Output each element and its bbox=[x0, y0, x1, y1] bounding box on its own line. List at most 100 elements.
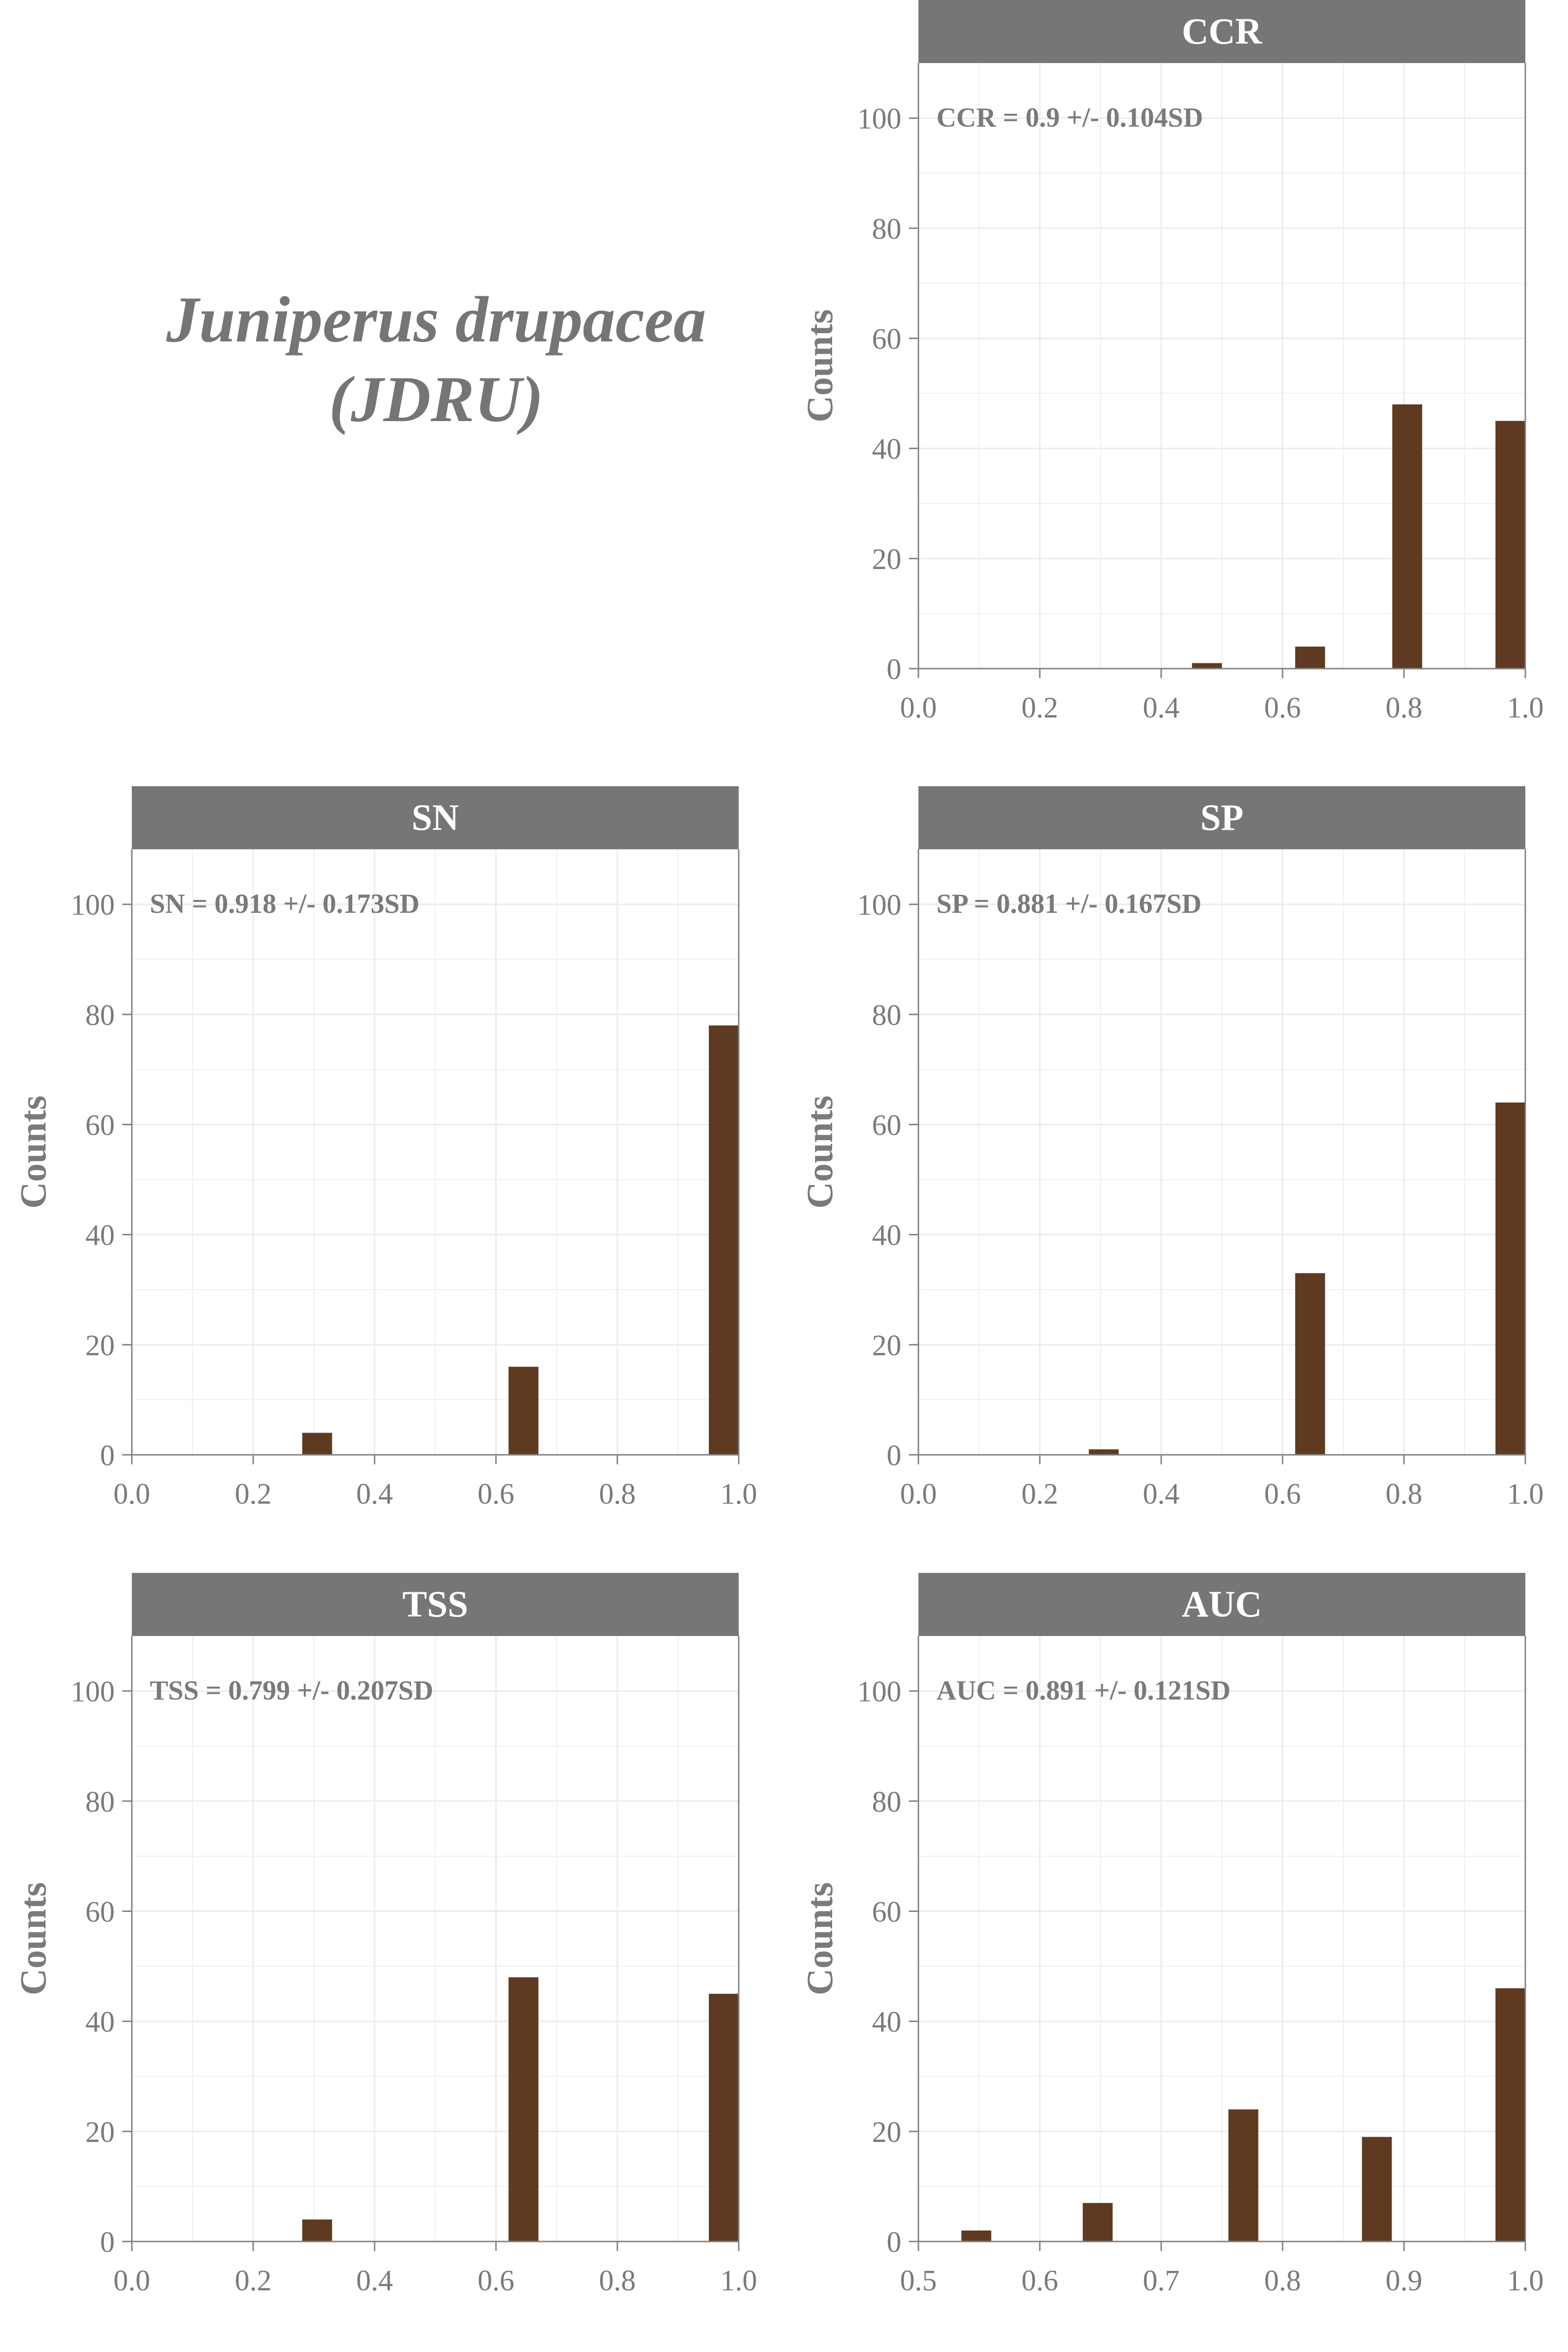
y-tick-label: 100 bbox=[71, 889, 115, 921]
y-tick-label: 80 bbox=[872, 213, 901, 245]
panel-sn: SN 0 20 40 60 80 100 0.0 0.2 0.4 0.6 0.8 1.0 Counts SN… bbox=[12, 786, 757, 1510]
panel-sp: SP 0 20 40 60 80 100 0.0 0.2 0.4 0.6 0.8 1.0 Counts SP… bbox=[799, 786, 1544, 1510]
bars bbox=[1089, 1102, 1525, 1455]
panel-auc: AUC 0 20 40 60 80 100 0.5 0.6 0.7 0.8 0.9 1.0 Counts A… bbox=[799, 1573, 1544, 2297]
x-tick-label: 1.0 bbox=[1507, 1478, 1544, 1510]
y-tick-label: 0 bbox=[887, 1440, 901, 1472]
y-tick-label: 80 bbox=[85, 999, 115, 1031]
bar bbox=[1192, 663, 1222, 669]
y-tick-label: 60 bbox=[85, 1896, 115, 1928]
species-code: (JDRU) bbox=[329, 363, 544, 435]
x-tick-label: 0.9 bbox=[1385, 2265, 1422, 2297]
stats-annotation: AUC = 0.891 +/- 0.121SD bbox=[936, 1675, 1230, 1706]
bar bbox=[1089, 1449, 1119, 1455]
panel-ccr: CCR 0 20 40 60 80 100 0.0 0.2 0.4 0.6 0.8 1.0 Counts C… bbox=[799, 0, 1544, 724]
bar bbox=[302, 2219, 332, 2242]
y-tick-label: 0 bbox=[887, 2226, 901, 2259]
y-tick-label: 100 bbox=[857, 889, 901, 921]
x-tick-label: 0.6 bbox=[1264, 1478, 1301, 1510]
y-tick-label: 40 bbox=[872, 433, 901, 466]
bar bbox=[1495, 421, 1525, 669]
x-tick-label: 0.2 bbox=[1021, 1478, 1058, 1510]
y-tick-label: 20 bbox=[872, 1330, 901, 1362]
bar bbox=[961, 2230, 991, 2242]
x-tick-label: 0.6 bbox=[1264, 692, 1301, 724]
y-tick-label: 40 bbox=[872, 1220, 901, 1252]
y-tick-label: 40 bbox=[85, 2006, 115, 2039]
x-tick-label: 0.6 bbox=[477, 1478, 514, 1510]
bar bbox=[508, 1367, 539, 1455]
x-tick-label: 0.6 bbox=[477, 2265, 514, 2297]
x-tick-label: 0.4 bbox=[356, 1478, 393, 1510]
x-tick-label: 0.8 bbox=[1264, 2265, 1301, 2297]
y-tick-label: 40 bbox=[872, 2006, 901, 2039]
x-tick-label: 0.6 bbox=[1021, 2265, 1058, 2297]
species-name: Juniperus drupacea bbox=[166, 283, 706, 356]
x-tick-label: 0.2 bbox=[235, 1478, 272, 1510]
y-tick-label: 60 bbox=[85, 1109, 115, 1141]
bar bbox=[1362, 2137, 1392, 2242]
bar bbox=[302, 1433, 332, 1455]
strip-header bbox=[918, 0, 1525, 63]
strip-title: AUC bbox=[1182, 1583, 1262, 1625]
x-tick-label: 0.4 bbox=[356, 2265, 393, 2297]
x-tick-label: 1.0 bbox=[1507, 692, 1544, 724]
bars bbox=[961, 1988, 1525, 2242]
y-axis-title: Counts bbox=[799, 309, 840, 422]
y-tick-label: 0 bbox=[100, 2226, 115, 2259]
x-tick-label: 1.0 bbox=[720, 1478, 757, 1510]
strip-header bbox=[918, 1573, 1525, 1636]
stats-annotation: SP = 0.881 +/- 0.167SD bbox=[936, 888, 1201, 919]
y-tick-label: 20 bbox=[872, 2116, 901, 2149]
gridlines bbox=[917, 849, 1526, 1456]
y-tick-label: 60 bbox=[872, 1896, 901, 1928]
bars bbox=[302, 1025, 739, 1455]
strip-title: CCR bbox=[1182, 10, 1263, 52]
stats-annotation: SN = 0.918 +/- 0.173SD bbox=[150, 888, 420, 919]
x-tick-label: 1.0 bbox=[1507, 2265, 1544, 2297]
y-tick-label: 80 bbox=[872, 1786, 901, 1818]
y-tick-label: 100 bbox=[857, 103, 901, 135]
x-tick-label: 0.7 bbox=[1143, 2265, 1180, 2297]
bar bbox=[1295, 646, 1325, 669]
x-tick-label: 0.8 bbox=[1385, 1478, 1422, 1510]
y-tick-label: 20 bbox=[872, 543, 901, 576]
bar bbox=[1228, 2109, 1258, 2242]
x-tick-label: 0.8 bbox=[599, 2265, 636, 2297]
y-tick-label: 60 bbox=[872, 1109, 901, 1141]
x-tick-label: 0.0 bbox=[113, 2265, 150, 2297]
x-tick-label: 0.0 bbox=[113, 1478, 150, 1510]
species-title: Juniperus drupacea (JDRU) bbox=[57, 280, 816, 439]
y-axis-title: Counts bbox=[12, 1882, 54, 1995]
x-tick-label: 0.0 bbox=[900, 692, 937, 724]
x-tick-label: 0.5 bbox=[900, 2265, 937, 2297]
strip-title: TSS bbox=[403, 1583, 468, 1625]
y-tick-label: 80 bbox=[85, 1786, 115, 1818]
gridlines bbox=[917, 63, 1526, 670]
x-tick-label: 0.2 bbox=[1021, 692, 1058, 724]
bars bbox=[1192, 404, 1525, 669]
x-tick-label: 1.0 bbox=[720, 2265, 757, 2297]
bars bbox=[302, 1977, 739, 2242]
y-tick-label: 0 bbox=[100, 1440, 115, 1472]
bar bbox=[508, 1977, 539, 2242]
bar bbox=[709, 1994, 739, 2242]
bar bbox=[1495, 1988, 1525, 2242]
y-tick-label: 20 bbox=[85, 2116, 115, 2149]
bar bbox=[1295, 1273, 1325, 1455]
y-tick-label: 60 bbox=[872, 323, 901, 355]
strip-title: SP bbox=[1200, 797, 1243, 838]
y-tick-label: 100 bbox=[857, 1676, 901, 1708]
x-tick-label: 0.8 bbox=[1385, 692, 1422, 724]
panel-tss: TSS 0 20 40 60 80 100 0.0 0.2 0.4 0.6 0.8 1.0 Counts T… bbox=[12, 1573, 757, 2297]
y-tick-label: 0 bbox=[887, 653, 901, 686]
x-tick-label: 0.4 bbox=[1143, 1478, 1180, 1510]
strip-header bbox=[132, 1573, 739, 1636]
strip-title: SN bbox=[412, 797, 459, 838]
x-tick-label: 0.4 bbox=[1143, 692, 1180, 724]
stats-annotation: CCR = 0.9 +/- 0.104SD bbox=[936, 102, 1203, 133]
x-tick-label: 0.8 bbox=[599, 1478, 636, 1510]
bar bbox=[1082, 2203, 1113, 2242]
x-tick-label: 0.2 bbox=[235, 2265, 272, 2297]
y-axis-title: Counts bbox=[799, 1095, 840, 1208]
